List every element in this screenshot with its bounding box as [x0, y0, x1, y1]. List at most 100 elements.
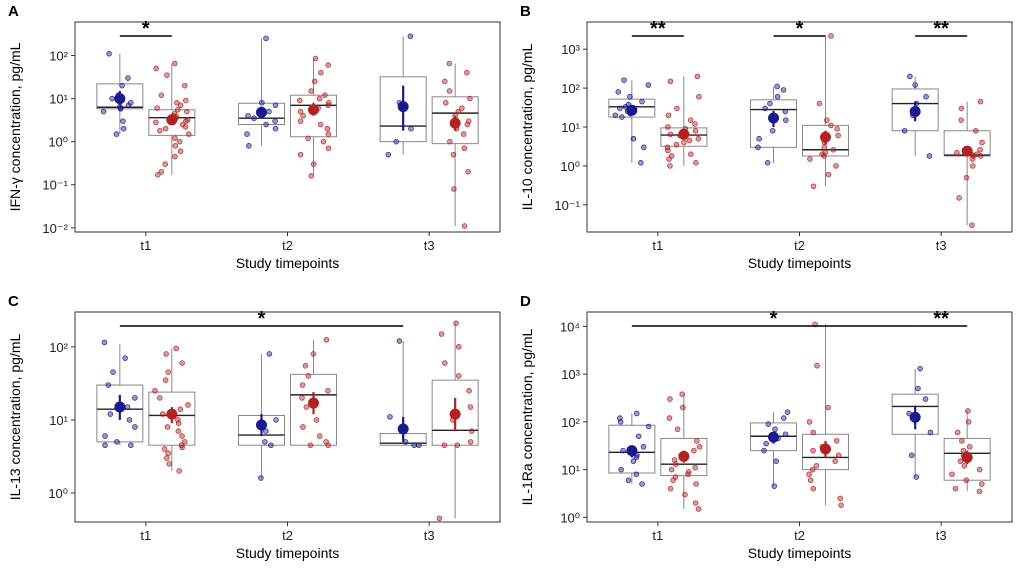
data-point	[949, 471, 955, 478]
data-point	[181, 82, 188, 89]
data-point	[773, 458, 779, 465]
data-point	[640, 444, 647, 450]
box	[148, 109, 196, 136]
data-point	[317, 121, 324, 128]
box	[891, 88, 939, 132]
data-point	[825, 404, 831, 411]
y-tick-label: 10²	[49, 340, 68, 355]
data-point	[833, 163, 839, 169]
data-point	[312, 55, 319, 62]
data-point	[176, 138, 183, 145]
data-point	[830, 146, 837, 153]
data-point	[687, 117, 694, 123]
data-point	[441, 78, 448, 85]
data-point	[158, 92, 165, 98]
data-point	[633, 410, 640, 417]
data-point	[692, 464, 699, 471]
data-point	[666, 156, 672, 162]
data-point	[780, 87, 787, 93]
data-point	[126, 417, 133, 423]
data-point	[784, 409, 791, 415]
data-point	[674, 426, 681, 433]
data-point	[450, 151, 457, 158]
data-point	[810, 447, 816, 454]
panel-b: B 10⁻¹ 10⁰ 10¹ 10² 10³ t1 t2 t3 Study timepoints I…	[519, 3, 1013, 271]
data-point	[179, 444, 185, 451]
data-point	[816, 100, 823, 107]
box	[660, 437, 708, 477]
data-point	[954, 429, 961, 436]
data-point	[179, 360, 185, 366]
mean-point	[308, 397, 319, 409]
data-point	[172, 135, 178, 142]
data-point	[325, 62, 332, 68]
data-point	[300, 112, 306, 119]
mean-point	[909, 106, 921, 118]
mean-point	[256, 419, 267, 431]
data-point	[259, 99, 265, 106]
data-point	[630, 135, 637, 142]
y-axis-title: IL-10 concentration, pg/mL	[519, 44, 535, 211]
x-tick-label: t2	[794, 528, 805, 543]
data-point	[679, 391, 685, 397]
data-point	[459, 105, 465, 111]
x-tick-label: t2	[282, 528, 293, 543]
data-point	[158, 168, 165, 175]
data-point	[461, 223, 468, 229]
data-point	[682, 491, 688, 498]
data-point	[438, 331, 445, 337]
data-point	[926, 153, 933, 159]
data-point	[177, 406, 184, 413]
data-point	[114, 439, 120, 445]
box	[891, 393, 939, 435]
x-tick-label: t2	[794, 238, 805, 253]
data-point	[162, 161, 169, 167]
data-point	[618, 466, 624, 473]
data-point	[155, 172, 161, 178]
data-point	[176, 468, 182, 474]
data-point	[185, 131, 192, 137]
data-point	[977, 153, 984, 159]
data-point	[258, 475, 264, 481]
panel-d: D 10⁰ 10¹ 10² 10³ 10⁴ t1 t2 t3 Study timepoints IL…	[519, 293, 1013, 561]
data-point	[324, 125, 331, 132]
x-tick-label: t3	[936, 528, 947, 543]
data-point	[122, 355, 128, 361]
y-tick-label: 10⁰	[48, 135, 68, 150]
data-point	[681, 139, 687, 146]
data-point	[907, 73, 913, 80]
data-point	[162, 377, 169, 383]
x-tick-label: t3	[424, 528, 435, 543]
data-point	[396, 338, 403, 344]
x-axis-title: Study timepoints	[748, 255, 852, 271]
data-point	[313, 417, 320, 423]
data-point	[177, 148, 184, 155]
data-point	[834, 125, 840, 132]
data-point	[621, 77, 627, 83]
box	[290, 373, 337, 446]
x-tick-label: t2	[282, 238, 293, 253]
data-point	[323, 336, 330, 343]
data-point	[774, 83, 780, 90]
mean-point	[449, 117, 461, 129]
data-point	[109, 95, 115, 102]
data-point	[166, 461, 173, 467]
y-tick-label: 10²	[561, 81, 580, 96]
data-point	[764, 160, 771, 166]
data-point	[100, 108, 107, 115]
data-point	[174, 99, 180, 106]
data-point	[455, 108, 462, 115]
mean-point	[820, 131, 831, 143]
y-axis-title: IL-13 concentration, pg/mL	[7, 334, 23, 501]
data-point	[453, 320, 459, 327]
data-point	[954, 149, 960, 156]
panel-label: D	[520, 293, 531, 310]
data-point	[680, 404, 686, 411]
data-point	[181, 439, 188, 445]
significance-star: *	[258, 308, 266, 330]
y-tick-label: 10⁻²	[42, 221, 68, 236]
data-point	[620, 447, 626, 454]
data-point	[153, 65, 159, 72]
data-point	[761, 447, 767, 454]
